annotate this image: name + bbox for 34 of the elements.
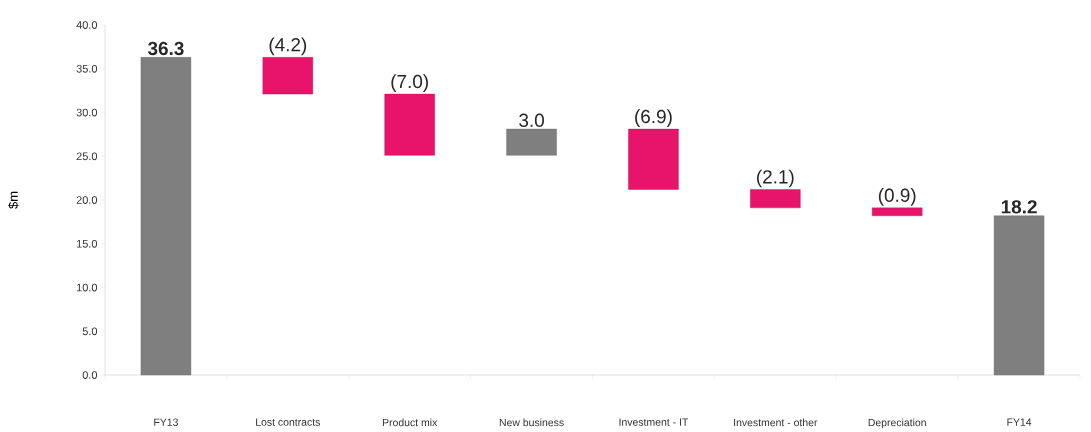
y-tick-label: 10.0 — [76, 283, 98, 292]
y-tick-label: 0.0 — [82, 371, 98, 379]
bar — [628, 128, 679, 190]
data-label: (0.9) — [878, 188, 916, 206]
bar — [872, 207, 923, 216]
data-label: 18.2 — [1001, 200, 1037, 214]
x-tick-label: Lost contracts — [256, 418, 320, 426]
x-tick-label: FY14 — [1007, 418, 1032, 426]
y-tick-label: 20.0 — [76, 196, 98, 204]
y-tick-label: 30.0 — [76, 108, 98, 117]
data-label: (6.9) — [635, 109, 672, 127]
data-label: (4.2) — [269, 37, 307, 56]
y-tick-label: 15.0 — [76, 239, 98, 248]
data-label: 3.0 — [519, 113, 544, 127]
bar — [262, 57, 313, 95]
x-tick-label: Product mix — [382, 418, 438, 427]
x-tick-label: Investment - IT — [619, 418, 689, 426]
data-label: 36.3 — [147, 41, 184, 56]
x-tick-label: FY13 — [154, 418, 178, 426]
bar — [750, 189, 801, 209]
y-tick-label: 5.0 — [82, 327, 98, 336]
y-tick-label: 25.0 — [76, 152, 98, 161]
bar — [140, 57, 192, 376]
data-label: (7.0) — [391, 74, 428, 92]
y-axis-title: $m — [8, 191, 19, 209]
x-tick-label: Depreciation — [868, 418, 926, 429]
bar — [384, 93, 435, 156]
y-tick-label: 40.0 — [76, 21, 98, 29]
x-tick-label: Investment - other — [734, 418, 818, 427]
y-tick-label: 35.0 — [76, 64, 98, 73]
bar — [506, 128, 557, 156]
bar — [993, 215, 1045, 376]
x-tick-label: New business — [499, 418, 564, 427]
data-label: (2.1) — [757, 169, 794, 188]
